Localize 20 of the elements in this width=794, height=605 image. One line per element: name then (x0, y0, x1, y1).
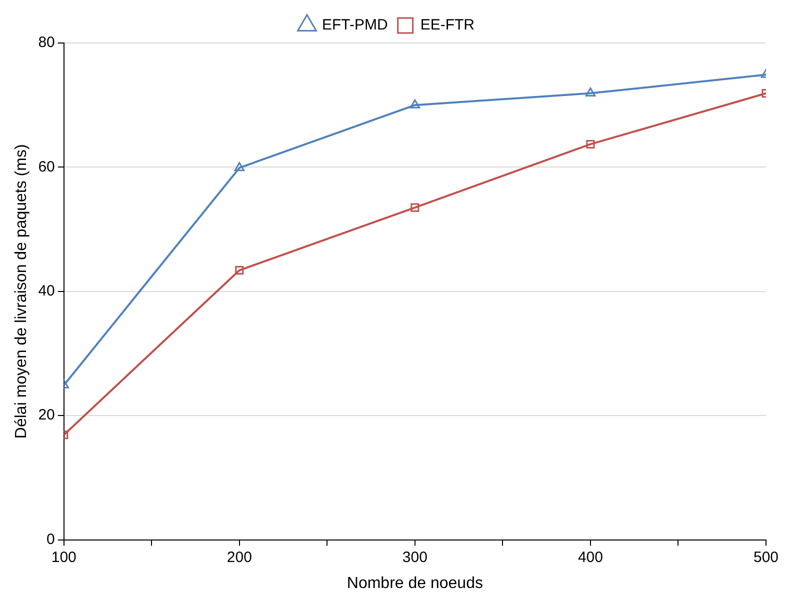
x-tick-label: 400 (578, 548, 603, 566)
x-tick-label: 200 (226, 548, 252, 566)
y-axis-title: Délai moyen de livraison de paquets (ms) (13, 144, 30, 439)
y-tick-label: 40 (38, 282, 55, 300)
y-tick-label: 0 (46, 530, 55, 548)
point (234, 162, 244, 172)
legend-label: EE-FTR (420, 16, 475, 34)
y-tick-label: 20 (38, 406, 55, 424)
legend-label: EFT-PMD (322, 16, 388, 34)
point (585, 88, 596, 97)
point (410, 203, 420, 212)
y-tick-label: 60 (38, 158, 55, 176)
x-tick-label: 500 (753, 548, 779, 566)
x-axis-title: Nombre de noeuds (346, 574, 483, 592)
point (586, 140, 595, 149)
point (235, 266, 244, 275)
y-tick-label: 80 (38, 34, 55, 52)
x-tick-label: 100 (51, 548, 76, 566)
point (410, 99, 420, 108)
x-tick-label: 300 (402, 548, 428, 566)
